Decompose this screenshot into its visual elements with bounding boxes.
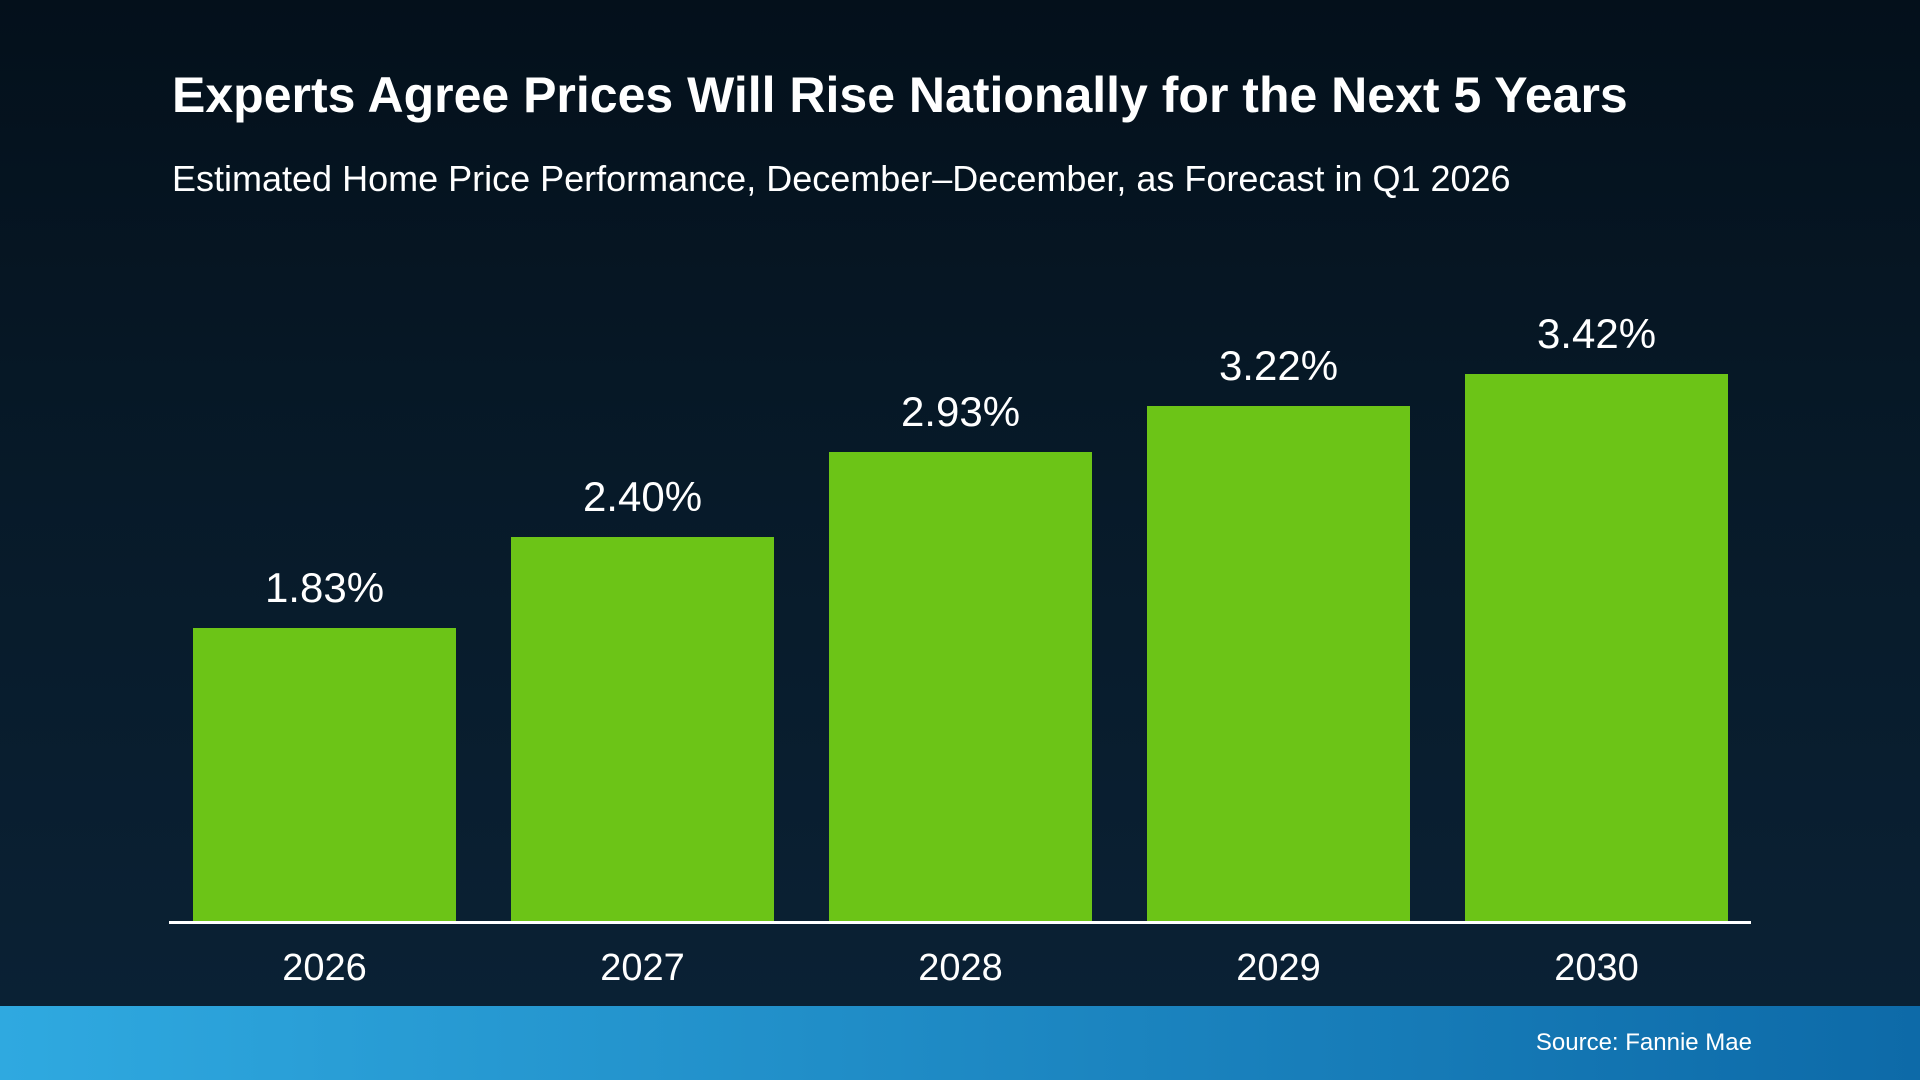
bar bbox=[1147, 406, 1410, 921]
bar-value-label: 3.42% bbox=[1536, 310, 1657, 357]
x-axis-label: 2029 bbox=[1236, 947, 1321, 989]
bar-value-label: 2.40% bbox=[582, 473, 703, 520]
bar-column: 1.83% bbox=[193, 564, 456, 921]
x-axis-label: 2026 bbox=[282, 947, 367, 989]
bar bbox=[1465, 374, 1728, 921]
x-axis-line bbox=[169, 921, 1751, 924]
x-axis-label: 2028 bbox=[918, 947, 1003, 989]
bar-value-label: 1.83% bbox=[264, 564, 385, 611]
bar bbox=[511, 537, 774, 921]
bar-column: 2.93% bbox=[829, 388, 1092, 921]
bar bbox=[193, 628, 456, 921]
footer-band: Source: Fannie Mae bbox=[0, 1006, 1920, 1080]
bar-chart-plot-area: 1.83% 2.40% 2.93% 3.22% 3.42% bbox=[169, 310, 1751, 921]
bar-value-label: 3.22% bbox=[1218, 342, 1339, 389]
bar-column: 2.40% bbox=[511, 473, 774, 921]
chart-title: Experts Agree Prices Will Rise Nationall… bbox=[172, 67, 1628, 123]
bar-column: 3.42% bbox=[1465, 310, 1728, 921]
x-axis-labels: 2026 2027 2028 2029 2030 bbox=[169, 947, 1751, 990]
bar-column: 3.22% bbox=[1147, 342, 1410, 921]
bar-value-label: 2.93% bbox=[900, 388, 1021, 435]
chart-subtitle: Estimated Home Price Performance, Decemb… bbox=[172, 158, 1511, 199]
source-label: Source: Fannie Mae bbox=[1535, 1029, 1752, 1056]
x-axis-label: 2030 bbox=[1554, 947, 1639, 989]
bar bbox=[829, 452, 1092, 921]
x-axis-label: 2027 bbox=[600, 947, 685, 989]
